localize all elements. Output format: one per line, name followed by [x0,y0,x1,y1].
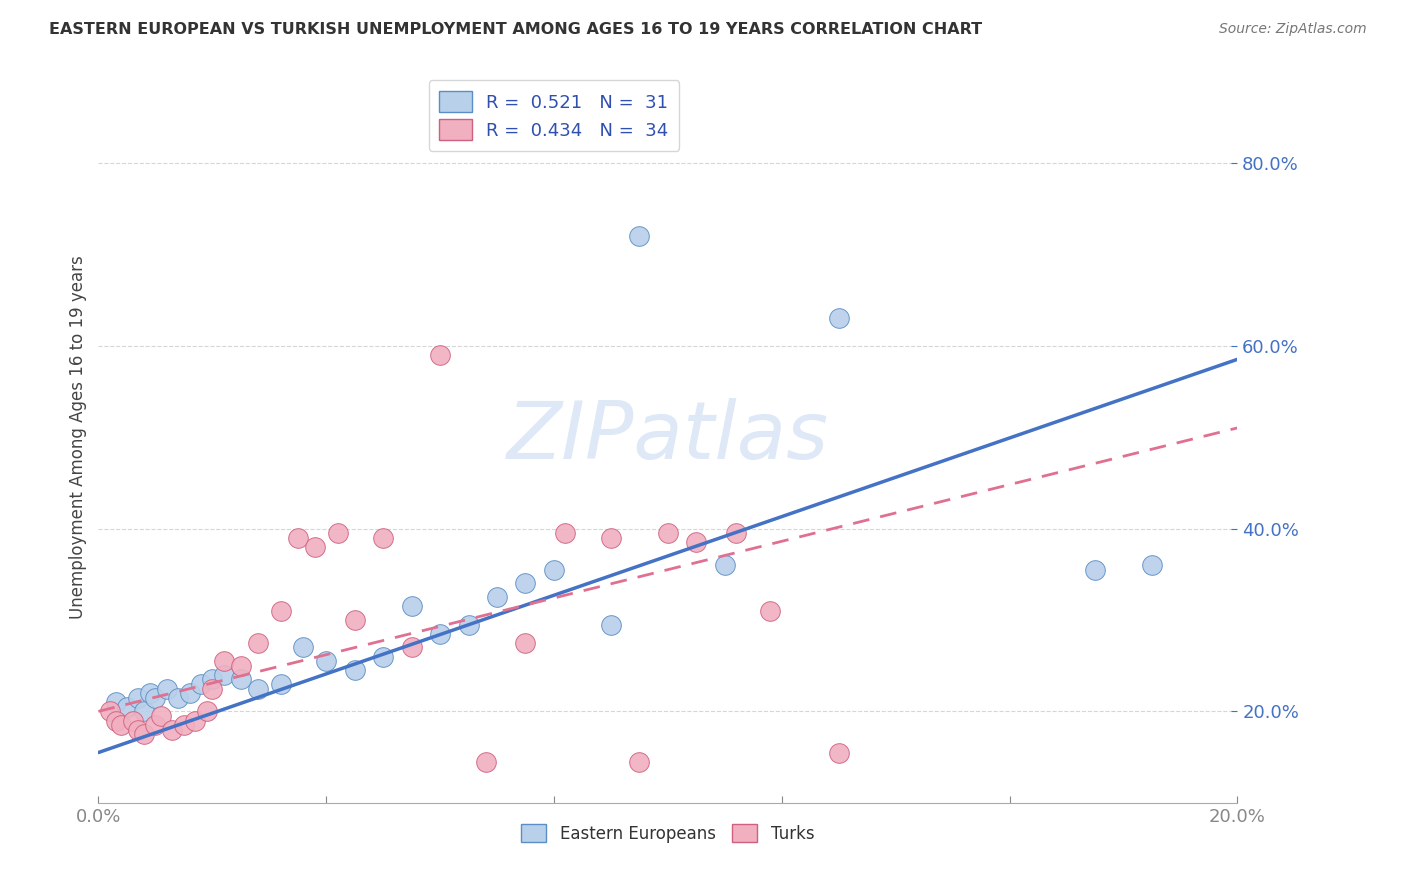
Point [304,540,326,554]
Point [373,649,395,664]
Point [343,613,366,627]
Point [121,714,143,728]
Point [515,636,537,650]
Point [270,604,292,618]
Point [373,531,395,545]
Point [201,681,224,696]
Point [179,686,201,700]
Point [759,604,782,618]
Point [828,746,851,760]
Y-axis label: Unemployment Among Ages 16 to 19 years: Unemployment Among Ages 16 to 19 years [69,255,87,619]
Point [156,681,179,696]
Point [132,727,155,741]
Point [127,723,149,737]
Point [401,640,423,655]
Point [515,576,537,591]
Point [229,658,252,673]
Legend: Eastern Europeans, Turks: Eastern Europeans, Turks [515,818,821,849]
Point [326,526,349,541]
Point [1140,558,1163,573]
Point [104,695,127,709]
Point [145,690,167,705]
Point [600,531,623,545]
Point [474,755,496,769]
Point [162,723,184,737]
Point [173,718,195,732]
Point [343,663,366,677]
Point [132,705,155,719]
Point [315,654,337,668]
Point [828,311,851,326]
Point [628,228,651,243]
Point [714,558,737,573]
Point [104,714,127,728]
Text: Source: ZipAtlas.com: Source: ZipAtlas.com [1219,22,1367,37]
Point [145,718,167,732]
Point [657,526,679,541]
Point [115,699,138,714]
Point [190,677,212,691]
Point [543,563,565,577]
Point [429,348,451,362]
Point [600,617,623,632]
Text: EASTERN EUROPEAN VS TURKISH UNEMPLOYMENT AMONG AGES 16 TO 19 YEARS CORRELATION C: EASTERN EUROPEAN VS TURKISH UNEMPLOYMENT… [49,22,983,37]
Point [201,673,224,687]
Point [429,626,451,640]
Point [167,690,190,705]
Point [110,718,132,732]
Point [685,535,707,549]
Point [150,709,173,723]
Point [246,681,269,696]
Point [457,617,479,632]
Point [229,673,252,687]
Point [1084,563,1107,577]
Point [212,654,235,668]
Point [628,755,651,769]
Point [554,526,576,541]
Point [98,705,121,719]
Point [486,590,509,604]
Point [127,690,149,705]
Point [184,714,207,728]
Point [270,677,292,691]
Point [401,599,423,614]
Point [292,640,315,655]
Point [725,526,748,541]
Point [195,705,218,719]
Point [246,636,269,650]
Point [212,667,235,681]
Point [287,531,309,545]
Point [138,686,160,700]
Text: ZIPatlas: ZIPatlas [506,398,830,476]
